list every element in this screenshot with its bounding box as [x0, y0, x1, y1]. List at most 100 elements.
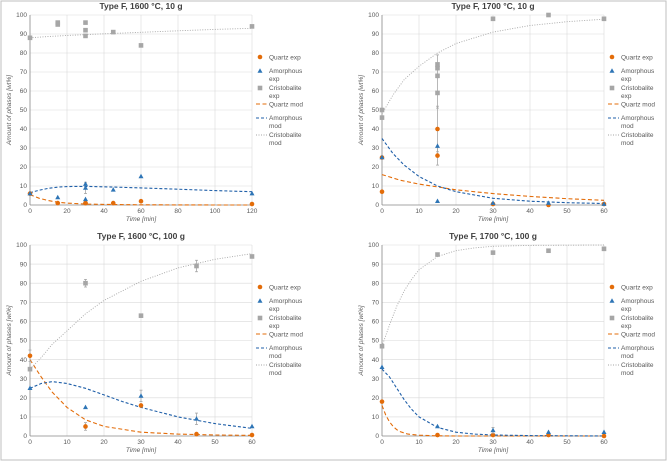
legend-label-amorphous-exp: exp	[269, 76, 280, 83]
legend-label-quartz-exp: Quartz exp	[621, 284, 653, 291]
x-tick-label: 10	[415, 208, 423, 215]
data-point-quartz	[249, 201, 255, 207]
y-tick-label: 90	[372, 261, 380, 268]
y-tick-label: 90	[20, 261, 28, 268]
data-point-quartz	[435, 432, 440, 438]
y-tick-label: 0	[23, 433, 27, 440]
data-point-quartz	[55, 200, 61, 206]
data-point-amorphous	[83, 181, 88, 186]
data-point-cristobalite	[138, 313, 144, 318]
y-axis-label: Amount of phases [wt%]	[358, 305, 365, 376]
y-tick-label: 0	[375, 433, 379, 440]
x-tick-label: 60	[600, 208, 608, 215]
data-point-cristobalite	[435, 65, 440, 71]
x-axis-label: Time [min]	[126, 447, 156, 454]
y-tick-label: 60	[20, 88, 28, 95]
data-point-amorphous	[435, 143, 440, 148]
chart-panel-4: 0 10 20 30 40 50 60 70 80 90 100 0 10 20 30 40 50 60 Type …	[358, 231, 655, 454]
x-tick-label: 20	[452, 208, 460, 215]
y-tick-label: 40	[20, 126, 28, 133]
legend-label-amorphous-exp: exp	[621, 76, 632, 83]
legend: Quartz expAmorphousexpCristobaliteexpQua…	[256, 284, 303, 377]
y-tick-label: 10	[372, 183, 380, 190]
data-point-amorphous	[601, 429, 607, 434]
legend-label-quartz-exp: Quartz exp	[269, 54, 301, 61]
legend: Quartz expAmorphousexpCristobaliteexpQua…	[608, 284, 655, 377]
legend-symbol-cristobalite-exp	[257, 85, 263, 91]
x-tick-label: 0	[380, 439, 384, 446]
series-line-quartz-mod	[381, 405, 604, 437]
data-point-amorphous	[110, 187, 116, 192]
series-line-quartz-mod	[29, 194, 252, 206]
data-point-quartz	[490, 432, 496, 438]
legend-label-amorphous-mod: Amorphous	[621, 115, 655, 122]
legend-label-amorphous-exp: Amorphous	[269, 68, 303, 75]
series-line-cristobalite-mod	[29, 27, 253, 39]
legend: Quartz expAmorphousexpCristobaliteexpQua…	[608, 54, 655, 147]
data-point-amorphous	[546, 200, 551, 205]
y-tick-label: 100	[16, 12, 27, 19]
legend-label-quartz-mod: Quartz mod	[621, 101, 655, 108]
y-tick-label: 90	[20, 31, 28, 38]
x-axis-label: Time [min]	[478, 447, 508, 454]
data-point-amorphous	[83, 185, 88, 190]
x-tick-label: 10	[63, 439, 71, 446]
x-tick-label: 10	[415, 439, 423, 446]
legend-label-amorphous-exp: exp	[269, 306, 280, 313]
data-point-cristobalite	[435, 90, 440, 96]
data-point-amorphous	[83, 404, 88, 410]
x-tick-label: 60	[600, 439, 608, 446]
y-tick-label: 60	[20, 319, 28, 326]
chart-panel-2: 0 10 20 30 40 50 60 70 80 90 100 0 10 20 30 40 50 60 Type …	[358, 1, 655, 223]
data-point-cristobalite	[490, 16, 496, 22]
legend-label-amorphous-exp: Amorphous	[621, 68, 655, 75]
y-axis-label: Amount of phases [wt%]	[358, 75, 365, 146]
data-point-amorphous	[435, 423, 440, 429]
legend-symbol-quartz-exp	[257, 54, 263, 60]
legend-label-quartz-mod: Quartz mod	[269, 101, 303, 108]
legend-label-amorphous-mod: Amorphous	[621, 345, 655, 352]
data-point-amorphous	[138, 393, 144, 398]
data-point-quartz	[379, 399, 385, 404]
data-point-cristobalite	[83, 20, 88, 25]
legend-symbol-amorphous-exp	[609, 68, 615, 73]
data-point-quartz	[249, 432, 255, 438]
y-tick-label: 20	[20, 164, 28, 171]
legend-label-cristobalite-mod: Cristobalite	[621, 362, 654, 369]
data-point-amorphous	[138, 173, 144, 179]
x-axis-label: Time [min]	[126, 216, 156, 223]
y-tick-label: 20	[20, 395, 28, 402]
y-tick-label: 10	[20, 183, 28, 190]
y-tick-label: 70	[372, 300, 380, 307]
x-tick-label: 30	[489, 208, 497, 215]
y-tick-label: 50	[20, 107, 28, 114]
data-point-cristobalite	[249, 24, 255, 29]
y-tick-label: 100	[16, 242, 27, 249]
y-tick-label: 80	[372, 280, 380, 287]
legend-symbol-cristobalite-exp	[257, 315, 263, 321]
data-point-quartz	[83, 200, 88, 206]
y-tick-label: 80	[372, 50, 380, 57]
legend-label-quartz-exp: Quartz exp	[621, 54, 653, 61]
x-tick-label: 80	[174, 208, 182, 215]
legend-label-cristobalite-mod: mod	[269, 370, 282, 377]
y-tick-label: 100	[368, 242, 379, 249]
data-point-amorphous	[27, 385, 33, 391]
y-tick-label: 10	[372, 414, 380, 421]
x-tick-label: 50	[211, 439, 219, 446]
data-point-amorphous	[194, 416, 199, 421]
y-tick-label: 30	[20, 376, 28, 383]
y-tick-label: 50	[20, 338, 28, 345]
legend-label-quartz-mod: Quartz mod	[269, 331, 303, 338]
data-point-cristobalite	[546, 248, 551, 254]
data-point-amorphous	[249, 423, 255, 429]
x-tick-label: 40	[526, 439, 534, 446]
legend-symbol-cristobalite-exp	[609, 85, 615, 91]
x-tick-label: 60	[137, 208, 145, 215]
chart-title: Type F, 1600 °C, 100 g	[97, 231, 185, 241]
legend-label-amorphous-mod: mod	[269, 123, 282, 130]
series-line-amorphous-mod	[381, 368, 605, 437]
data-point-cristobalite	[379, 107, 385, 113]
x-tick-label: 40	[174, 439, 182, 446]
